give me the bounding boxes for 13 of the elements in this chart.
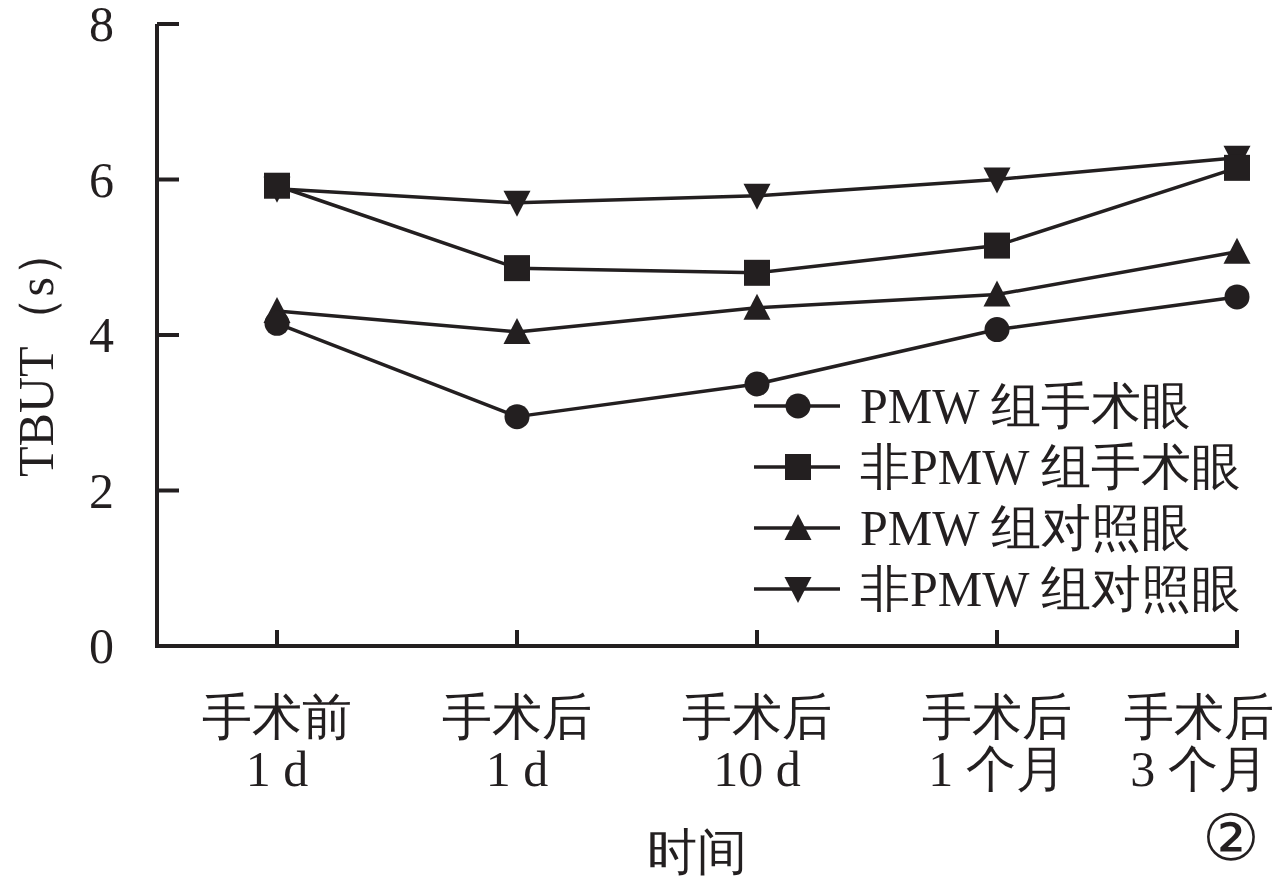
x-axis-title: 时间 — [647, 824, 747, 880]
x-tick-label: 手术后 1 d — [442, 689, 592, 797]
x-tick-label: 手术后 3 个月 — [1124, 689, 1274, 797]
y-tick-label: 8 — [89, 0, 114, 52]
x-tick-label: 手术后 10 d — [682, 689, 832, 797]
y-tick-label: 6 — [89, 151, 114, 208]
y-tick-label: 0 — [89, 618, 114, 674]
y-tick-label: 2 — [89, 462, 114, 519]
x-tick-label: 手术前 1 d — [202, 689, 352, 797]
x-tick-label: 手术后 1 个月 — [922, 689, 1072, 797]
y-tick-label: 4 — [89, 307, 114, 363]
y-axis-title: TBUT（s） — [8, 227, 64, 477]
annotation: ② — [1202, 801, 1260, 875]
